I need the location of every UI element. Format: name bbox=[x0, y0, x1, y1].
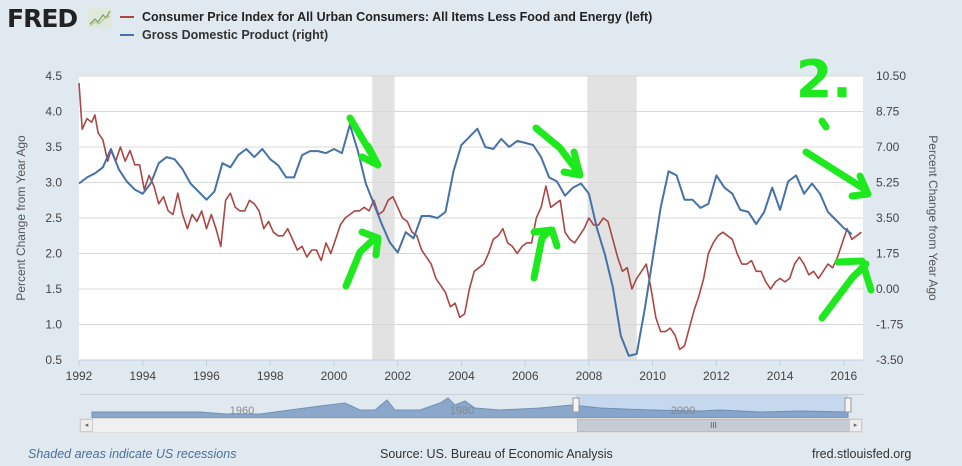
x-tick-label: 2008 bbox=[576, 369, 603, 383]
y-right-tick-label: 5.25 bbox=[876, 176, 900, 190]
y-axis-left: 4.5 4.0 3.5 3.0 2.5 2.0 1.5 1.0 0.5 bbox=[45, 69, 62, 367]
x-tick-label: 2000 bbox=[321, 369, 348, 383]
y-right-tick-label: 10.50 bbox=[876, 69, 906, 83]
y-axis-left-label: Percent Change from Year Ago bbox=[14, 135, 28, 301]
y-left-tick-label: 4.5 bbox=[45, 69, 62, 83]
x-tick-label: 2016 bbox=[831, 369, 858, 383]
x-tick-label: 2004 bbox=[448, 369, 475, 383]
y-left-tick-label: 3.5 bbox=[45, 140, 62, 154]
y-left-tick-label: 1.5 bbox=[45, 282, 62, 296]
recession-note[interactable]: Shaded areas indicate US recessions bbox=[28, 447, 237, 461]
site-link[interactable]: fred.stlouisfed.org bbox=[812, 447, 912, 461]
arrow-right-icon[interactable]: ▸ bbox=[849, 419, 862, 432]
cpi-series-line[interactable] bbox=[78, 83, 862, 351]
gdp-series-line[interactable] bbox=[78, 123, 853, 357]
x-tick-label: 2012 bbox=[703, 369, 730, 383]
scrollbar-thumb[interactable]: III bbox=[577, 419, 850, 432]
legend-swatch-gdp bbox=[120, 34, 134, 36]
y-right-tick-label: 8.75 bbox=[876, 105, 900, 119]
header: FRED Consumer Price Index for All Urban … bbox=[0, 0, 962, 50]
x-tick-label: 1996 bbox=[193, 369, 220, 383]
y-right-tick-label: 7.00 bbox=[876, 140, 900, 154]
y-left-tick-label: 0.5 bbox=[45, 353, 62, 367]
x-tick-label: 2002 bbox=[384, 369, 411, 383]
annotation-arrow-down bbox=[346, 114, 382, 169]
series-lines bbox=[78, 83, 862, 357]
annotation-text: 2. bbox=[796, 50, 852, 110]
annotation-arrow-down bbox=[532, 124, 584, 179]
legend-label-cpi: Consumer Price Index for All Urban Consu… bbox=[142, 10, 653, 24]
y-left-tick-label: 3.0 bbox=[45, 176, 62, 190]
y-right-tick-label: 1.75 bbox=[876, 247, 900, 261]
y-axis-right-label: Percent Change from Year Ago bbox=[926, 135, 940, 301]
legend-label-gdp: Gross Domestic Product (right) bbox=[142, 28, 329, 42]
x-tick-label: 2006 bbox=[512, 369, 539, 383]
line-chart-icon bbox=[88, 8, 112, 28]
y-left-tick-label: 4.0 bbox=[45, 105, 62, 119]
x-tick-label: 1992 bbox=[66, 369, 93, 383]
arrow-left-icon[interactable]: ◂ bbox=[80, 419, 93, 432]
handwritten-annotations: 2. bbox=[342, 50, 875, 322]
grip-icon: III bbox=[710, 421, 717, 430]
annotation-arrow-up bbox=[342, 228, 382, 290]
x-tick-label: 1998 bbox=[257, 369, 284, 383]
navigator-scrollbar[interactable]: ◂ III ▸ bbox=[79, 418, 863, 433]
x-tick-label: 2010 bbox=[639, 369, 666, 383]
y-left-tick-label: 2.0 bbox=[45, 247, 62, 261]
y-right-tick-label: 3.50 bbox=[876, 211, 900, 225]
y-right-tick-label: -3.50 bbox=[876, 353, 904, 367]
chart-legend: Consumer Price Index for All Urban Consu… bbox=[120, 8, 652, 44]
legend-item-gdp[interactable]: Gross Domestic Product (right) bbox=[120, 26, 652, 44]
source-text: Source: US. Bureau of Economic Analysis bbox=[380, 447, 613, 461]
annotation-arrow-down bbox=[802, 148, 872, 200]
annotation-arrow-up bbox=[818, 257, 875, 322]
x-tick-label: 1994 bbox=[129, 369, 156, 383]
fred-logo[interactable]: FRED bbox=[7, 4, 78, 33]
y-left-tick-label: 1.0 bbox=[45, 318, 62, 332]
x-tick-label: 2014 bbox=[767, 369, 794, 383]
legend-swatch-cpi bbox=[120, 16, 134, 18]
y-right-tick-label: -1.75 bbox=[876, 318, 904, 332]
annotation-arrow-up bbox=[530, 226, 561, 282]
y-right-tick-label: 0.00 bbox=[876, 282, 900, 296]
y-axis-right: 10.50 8.75 7.00 5.25 3.50 1.75 0.00 -1.75 -3.50 bbox=[876, 69, 906, 367]
x-axis: 1992 1994 1996 1998 2000 2002 2004 2006 2008 2010… bbox=[66, 359, 863, 383]
annotation-dot bbox=[818, 117, 830, 131]
legend-item-cpi[interactable]: Consumer Price Index for All Urban Consu… bbox=[120, 8, 652, 26]
y-left-tick-label: 2.5 bbox=[45, 211, 62, 225]
